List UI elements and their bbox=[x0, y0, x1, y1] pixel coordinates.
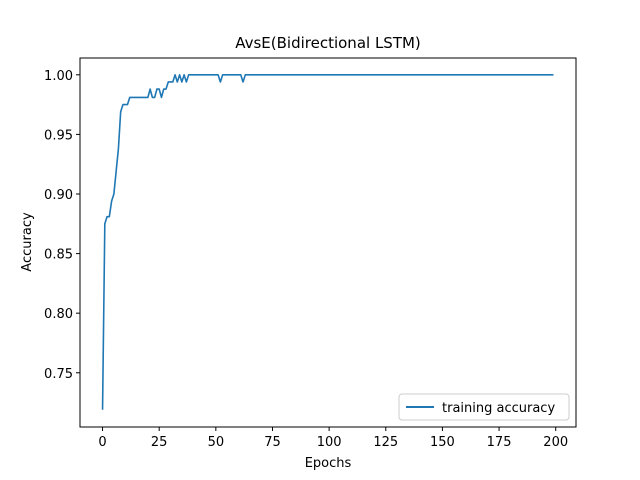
x-tick-label: 125 bbox=[373, 435, 398, 450]
y-tick-label: 1.00 bbox=[44, 69, 73, 84]
x-tick-label: 100 bbox=[317, 435, 342, 450]
x-axis-ticks: 0 25 50 75 100 125 150 175 200 bbox=[98, 427, 568, 450]
x-tick-label: 150 bbox=[430, 435, 455, 450]
x-tick-label: 200 bbox=[543, 435, 568, 450]
y-tick-label: 0.80 bbox=[44, 307, 73, 322]
x-tick-label: 25 bbox=[151, 435, 168, 450]
x-axis-title: Epochs bbox=[305, 456, 352, 471]
y-tick-label: 0.90 bbox=[44, 188, 73, 203]
x-tick-label: 50 bbox=[208, 435, 225, 450]
legend-label: training accuracy bbox=[442, 401, 555, 416]
y-axis-title: Accuracy bbox=[20, 212, 35, 272]
x-tick-label: 0 bbox=[98, 435, 106, 450]
y-tick-label: 0.75 bbox=[44, 367, 73, 382]
series-line-training-accuracy bbox=[101, 74, 554, 410]
y-axis-ticks: 0.75 0.80 0.85 0.90 0.95 1.00 bbox=[44, 69, 80, 382]
legend: training accuracy bbox=[398, 393, 570, 421]
y-tick-label: 0.95 bbox=[44, 128, 73, 143]
x-tick-label: 75 bbox=[264, 435, 281, 450]
legend-box bbox=[398, 393, 570, 421]
x-tick-label: 175 bbox=[487, 435, 512, 450]
y-tick-label: 0.85 bbox=[44, 248, 73, 263]
series-layer bbox=[101, 74, 554, 410]
plot-area-frame bbox=[79, 57, 577, 428]
chart-title: AvsE(Bidirectional LSTM) bbox=[235, 34, 421, 52]
